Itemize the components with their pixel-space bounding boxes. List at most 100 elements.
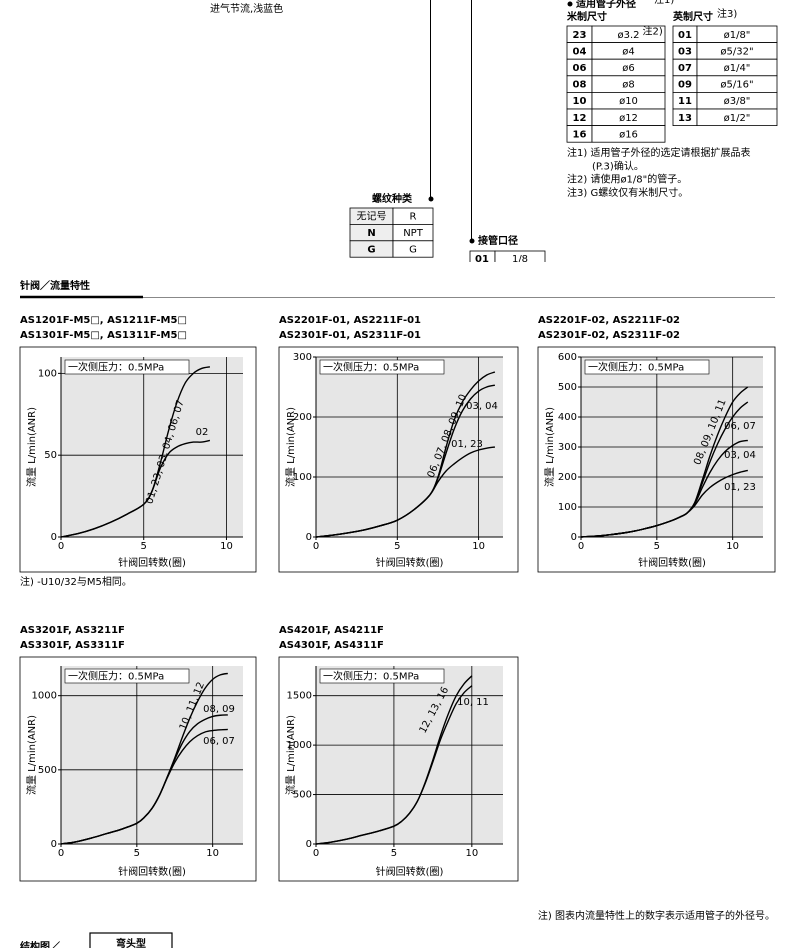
y-tick-label: 0	[51, 532, 57, 543]
annotation: 一次侧压力：0.5MPa	[68, 361, 164, 374]
annotation: 一次侧压力：0.5MPa	[323, 361, 419, 374]
y-tick-label: 1000	[32, 691, 57, 702]
annotation-box	[584, 359, 710, 375]
table-subtitle: 米制尺寸	[567, 10, 607, 23]
metric-value: ø16	[619, 129, 638, 140]
inch-code: 01	[678, 30, 692, 41]
superscript: 注3)	[717, 7, 737, 20]
y-tick-label: 0	[51, 839, 57, 850]
x-tick-label: 5	[394, 541, 400, 552]
x-tick-label: 5	[134, 848, 140, 859]
table-cell	[591, 125, 666, 143]
x-tick-label: 0	[58, 848, 64, 859]
table-cell	[494, 250, 546, 262]
inch-value: ø3/8"	[724, 96, 751, 107]
thread-code: 无记号	[357, 211, 387, 223]
x-tick-label: 5	[391, 848, 397, 859]
footnote: 注1) 适用管子外径的选定请根据扩展品表	[567, 146, 750, 159]
curve-label: 06, 07	[203, 736, 235, 747]
metric-code: 12	[573, 113, 587, 124]
chart-title: AS4201F, AS4211F	[279, 625, 384, 636]
thread-value: R	[410, 212, 417, 223]
x-axis-label: 针阀回转数(圈)	[638, 556, 706, 569]
metric-value: ø3.2	[617, 30, 639, 41]
table-title: 适用管子外径	[576, 0, 636, 10]
section-title: 结构图／	[20, 940, 60, 948]
flow-curve	[60, 439, 211, 538]
y-tick-label: 100	[38, 368, 57, 379]
curve-label: 02	[196, 427, 209, 438]
y-tick-label: 50	[44, 450, 57, 461]
y-axis-label: 流量 L/min(ANR)	[284, 715, 297, 795]
curve-label: 06, 07	[724, 421, 756, 432]
superscript: 注1)	[654, 0, 674, 6]
annotation: 一次侧压力：0.5MPa	[68, 670, 164, 683]
y-axis-label: 流量 L/min(ANR)	[25, 715, 38, 795]
inch-code: 11	[678, 96, 692, 107]
thread-value: NPT	[403, 228, 424, 239]
metric-code: 04	[573, 46, 587, 57]
y-tick-label: 100	[293, 472, 312, 483]
x-axis-label: 针阀回转数(圈)	[376, 865, 444, 878]
inch-value: ø1/2"	[724, 113, 751, 124]
plot-area	[61, 357, 243, 537]
y-tick-label: 300	[293, 352, 312, 363]
table-title: 螺纹种类	[372, 192, 412, 205]
plot-area	[61, 666, 243, 844]
x-tick-label: 10	[726, 541, 739, 552]
chart-title: AS4301F, AS4311F	[279, 640, 384, 651]
x-axis-label: 针阀回转数(圈)	[376, 556, 444, 569]
x-tick-label: 10	[472, 541, 485, 552]
y-tick-label: 500	[293, 790, 312, 801]
thread-value: G	[409, 245, 417, 256]
x-tick-label: 0	[578, 541, 584, 552]
curve-label: 08, 09	[203, 704, 235, 715]
y-tick-label: 600	[558, 352, 577, 363]
footnote: 注) 图表内流量特性上的数字表示适用管子的外径号。	[538, 909, 775, 922]
inch-code: 13	[678, 113, 692, 124]
note-text: 进气节流,浅蓝色	[210, 2, 283, 15]
metric-code: 08	[573, 80, 587, 91]
x-tick-label: 0	[313, 848, 319, 859]
chart-title: AS2201F-02, AS2211F-02	[538, 315, 680, 326]
metric-value: ø12	[619, 113, 638, 124]
chart-title: AS3201F, AS3211F	[20, 625, 125, 636]
inch-value: ø1/4"	[724, 63, 751, 74]
y-tick-label: 0	[306, 839, 312, 850]
metric-value: ø6	[622, 63, 634, 74]
footnote: 注3) G螺纹仅有米制尺寸。	[567, 186, 688, 199]
y-tick-label: 0	[571, 532, 577, 543]
annotation-box	[64, 668, 190, 684]
metric-code: 10	[573, 96, 587, 107]
inch-value: ø1/8"	[724, 30, 751, 41]
chart-title: AS2301F-01, AS2311F-01	[279, 330, 421, 341]
curve-label: 03, 04	[724, 450, 756, 461]
flow-curve	[580, 469, 748, 538]
x-tick-label: 5	[654, 541, 660, 552]
annotation-box	[64, 359, 190, 375]
y-tick-label: 1000	[287, 740, 312, 751]
bullet	[567, 1, 573, 7]
inch-value: ø5/16"	[720, 80, 753, 91]
y-tick-label: 300	[558, 442, 577, 453]
x-axis-label: 针阀回转数(圈)	[118, 865, 186, 878]
curve-label: 03, 04	[466, 401, 498, 412]
inch-code: 07	[678, 63, 692, 74]
inch-code: 03	[678, 46, 692, 57]
table-subtitle: 英制尺寸	[672, 10, 713, 23]
chart-title: AS3301F, AS3311F	[20, 640, 125, 651]
port-value: 1/8	[512, 254, 528, 265]
footnote: 注2) 请使用ø1/8"的管子。	[567, 173, 687, 186]
metric-code: 06	[573, 63, 587, 74]
curve-label: 10, 11	[457, 697, 489, 708]
y-tick-label: 500	[38, 765, 57, 776]
port-table: 01 1/8	[469, 250, 546, 265]
x-axis-label: 针阀回转数(圈)	[118, 556, 186, 569]
y-tick-label: 200	[293, 412, 312, 423]
metric-value: ø10	[619, 96, 638, 107]
x-tick-label: 10	[220, 541, 233, 552]
y-tick-label: 400	[558, 412, 577, 423]
section-tag: 弯头型	[116, 937, 146, 948]
chart-title: AS2201F-01, AS2211F-01	[279, 315, 421, 326]
